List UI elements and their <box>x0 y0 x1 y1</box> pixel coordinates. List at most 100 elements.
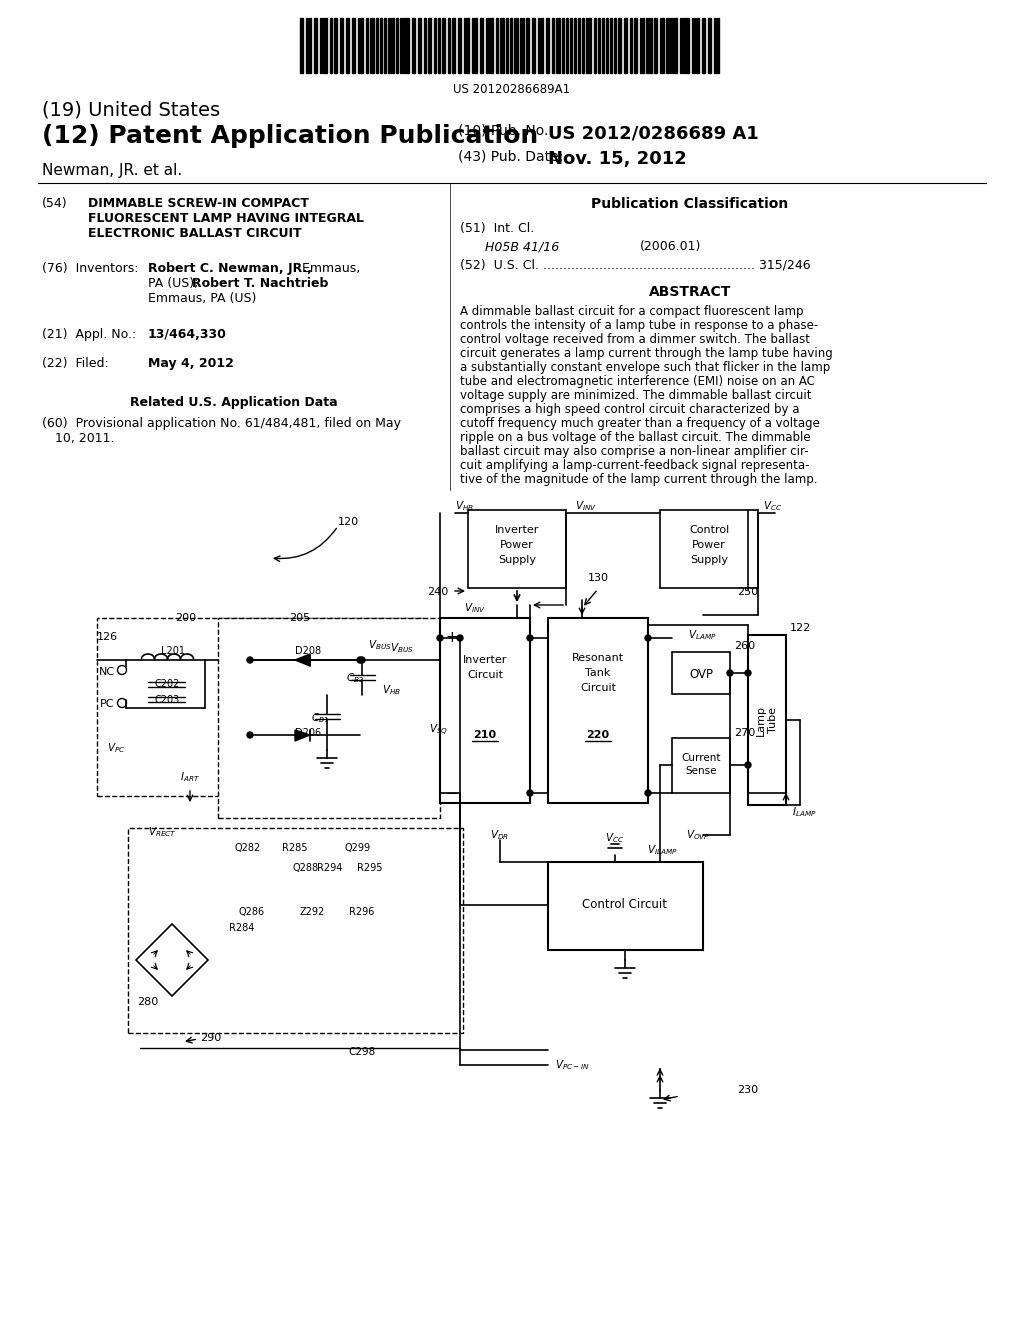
Text: Q282: Q282 <box>234 843 261 853</box>
Text: Control: Control <box>689 525 729 535</box>
Bar <box>506 18 508 73</box>
Text: Supply: Supply <box>498 554 536 565</box>
Circle shape <box>457 635 463 642</box>
Bar <box>570 18 572 73</box>
Text: a substantially constant envelope such that flicker in the lamp: a substantially constant envelope such t… <box>460 360 830 374</box>
Bar <box>384 18 386 73</box>
Text: controls the intensity of a lamp tube in response to a phase-: controls the intensity of a lamp tube in… <box>460 319 818 333</box>
Text: 13/464,330: 13/464,330 <box>148 327 227 341</box>
Circle shape <box>527 789 534 796</box>
Bar <box>686 18 689 73</box>
Text: Related U.S. Application Data: Related U.S. Application Data <box>130 396 338 409</box>
Bar <box>702 18 705 73</box>
Bar <box>380 18 382 73</box>
Bar <box>546 18 549 73</box>
Bar <box>708 18 711 73</box>
Bar <box>352 18 355 73</box>
Text: $I_{LAMP}$: $I_{LAMP}$ <box>792 805 817 818</box>
Text: Tank: Tank <box>586 668 610 678</box>
Bar <box>582 18 584 73</box>
Text: OVP: OVP <box>689 668 713 681</box>
Text: Power: Power <box>692 540 726 550</box>
Bar <box>594 18 596 73</box>
Text: $I_{ART}$: $I_{ART}$ <box>180 770 200 784</box>
Text: 230: 230 <box>737 1085 759 1096</box>
Text: (10) Pub. No.:: (10) Pub. No.: <box>458 124 553 139</box>
Bar <box>650 18 652 73</box>
Bar <box>468 510 566 587</box>
Bar <box>346 18 349 73</box>
Bar <box>490 18 493 73</box>
Text: Sense: Sense <box>685 766 717 776</box>
Bar <box>440 618 530 803</box>
Circle shape <box>527 635 534 642</box>
Text: circuit generates a lamp current through the lamp tube having: circuit generates a lamp current through… <box>460 347 833 360</box>
Text: Circuit: Circuit <box>580 682 616 693</box>
Bar <box>480 18 483 73</box>
Text: (2006.01): (2006.01) <box>640 240 701 253</box>
Text: NC: NC <box>99 667 115 677</box>
Text: C202: C202 <box>155 678 179 689</box>
Text: (19) United States: (19) United States <box>42 100 220 119</box>
Text: R296: R296 <box>349 907 375 917</box>
Text: $V_{ILAMP}$: $V_{ILAMP}$ <box>646 843 678 857</box>
Bar <box>672 738 730 793</box>
Text: voltage supply are minimized. The dimmable ballast circuit: voltage supply are minimized. The dimmab… <box>460 389 811 403</box>
Text: $V_{HB}$: $V_{HB}$ <box>455 499 474 513</box>
Bar <box>218 618 440 818</box>
Text: D206: D206 <box>295 729 322 738</box>
Bar <box>128 828 463 1034</box>
Text: $V_{PC-IN}$: $V_{PC-IN}$ <box>555 1059 590 1072</box>
Text: Q299: Q299 <box>345 843 371 853</box>
Text: $V_{BUS}$: $V_{BUS}$ <box>368 638 392 652</box>
Text: $V_{CC}$: $V_{CC}$ <box>605 832 625 845</box>
Bar <box>624 18 627 73</box>
Circle shape <box>745 671 751 676</box>
Text: 120: 120 <box>338 517 358 527</box>
Bar <box>522 18 524 73</box>
Bar <box>428 18 431 73</box>
Text: Nov. 15, 2012: Nov. 15, 2012 <box>548 150 687 168</box>
Text: ELECTRONIC BALLAST CIRCUIT: ELECTRONIC BALLAST CIRCUIT <box>88 227 302 240</box>
Text: FLUORESCENT LAMP HAVING INTEGRAL: FLUORESCENT LAMP HAVING INTEGRAL <box>88 213 364 224</box>
Text: tive of the magnitude of the lamp current through the lamp.: tive of the magnitude of the lamp curren… <box>460 473 817 486</box>
Text: 260: 260 <box>734 642 756 651</box>
Text: $V_{INV}$: $V_{INV}$ <box>464 601 486 615</box>
Bar <box>449 18 450 73</box>
Text: Supply: Supply <box>690 554 728 565</box>
Text: ripple on a bus voltage of the ballast circuit. The dimmable: ripple on a bus voltage of the ballast c… <box>460 432 811 444</box>
Text: Q286: Q286 <box>239 907 265 917</box>
Text: (22)  Filed:: (22) Filed: <box>42 356 109 370</box>
Text: cutoff frequency much greater than a frequency of a voltage: cutoff frequency much greater than a fre… <box>460 417 820 430</box>
Text: PA (US);: PA (US); <box>148 277 203 290</box>
Bar <box>438 18 440 73</box>
Circle shape <box>247 657 253 663</box>
Bar <box>308 18 311 73</box>
Bar <box>496 18 498 73</box>
Text: −: − <box>445 785 459 800</box>
Bar <box>618 18 621 73</box>
Bar <box>654 18 657 73</box>
Text: (21)  Appl. No.:: (21) Appl. No.: <box>42 327 136 341</box>
Text: R295: R295 <box>357 863 383 873</box>
Bar <box>392 18 394 73</box>
Text: 250: 250 <box>737 587 759 597</box>
Text: 126: 126 <box>96 632 118 642</box>
Bar <box>634 18 637 73</box>
Text: ballast circuit may also comprise a non-linear amplifier cir-: ballast circuit may also comprise a non-… <box>460 445 809 458</box>
Text: 210: 210 <box>473 730 497 741</box>
Text: US 2012/0286689 A1: US 2012/0286689 A1 <box>548 124 759 143</box>
Bar <box>300 18 303 73</box>
Text: $V_{DR}$: $V_{DR}$ <box>490 828 510 842</box>
Bar <box>330 18 332 73</box>
Circle shape <box>357 657 362 663</box>
Text: $V_{PC}$: $V_{PC}$ <box>106 741 126 755</box>
Text: Resonant: Resonant <box>572 653 624 663</box>
Bar <box>502 18 504 73</box>
Text: cuit amplifying a lamp-current-feedback signal representa-: cuit amplifying a lamp-current-feedback … <box>460 459 810 473</box>
Bar <box>516 18 518 73</box>
Text: Emmaus,: Emmaus, <box>298 261 360 275</box>
Bar <box>548 618 648 803</box>
Text: (12) Patent Application Publication: (12) Patent Application Publication <box>42 124 539 148</box>
Text: $V_{SQ}$: $V_{SQ}$ <box>429 722 449 738</box>
